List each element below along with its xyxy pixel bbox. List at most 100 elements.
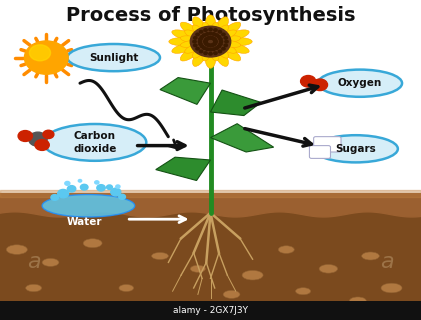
Ellipse shape	[223, 291, 240, 298]
Ellipse shape	[296, 288, 311, 295]
Ellipse shape	[180, 44, 202, 61]
FancyBboxPatch shape	[309, 146, 330, 158]
Circle shape	[210, 44, 214, 46]
Ellipse shape	[172, 42, 199, 53]
Ellipse shape	[192, 25, 206, 39]
Ellipse shape	[26, 284, 42, 292]
Ellipse shape	[224, 37, 252, 46]
Ellipse shape	[180, 40, 201, 47]
Ellipse shape	[220, 36, 241, 43]
Ellipse shape	[185, 43, 203, 53]
Circle shape	[196, 47, 199, 50]
Polygon shape	[210, 124, 274, 152]
Circle shape	[203, 34, 206, 36]
Circle shape	[116, 185, 120, 188]
Ellipse shape	[278, 246, 294, 253]
Ellipse shape	[42, 259, 59, 266]
Ellipse shape	[213, 17, 229, 37]
Ellipse shape	[210, 22, 219, 38]
Circle shape	[200, 50, 203, 53]
Ellipse shape	[205, 15, 216, 37]
FancyBboxPatch shape	[314, 137, 341, 152]
Circle shape	[217, 45, 221, 48]
Text: Carbon
dioxide: Carbon dioxide	[73, 131, 117, 154]
Text: a: a	[27, 252, 40, 272]
Circle shape	[217, 36, 221, 38]
Circle shape	[212, 33, 216, 35]
Ellipse shape	[213, 46, 229, 66]
Circle shape	[97, 185, 105, 191]
Ellipse shape	[210, 45, 219, 61]
Ellipse shape	[169, 37, 197, 46]
Circle shape	[209, 52, 212, 55]
Ellipse shape	[218, 30, 236, 40]
Circle shape	[214, 40, 217, 43]
Circle shape	[209, 44, 212, 47]
Circle shape	[193, 40, 196, 43]
Circle shape	[222, 47, 225, 50]
Circle shape	[35, 140, 49, 150]
Circle shape	[204, 29, 207, 31]
Ellipse shape	[381, 283, 402, 293]
Ellipse shape	[185, 30, 203, 40]
Polygon shape	[156, 157, 210, 180]
Circle shape	[205, 48, 209, 51]
Ellipse shape	[349, 297, 366, 305]
Circle shape	[194, 36, 197, 39]
Circle shape	[224, 44, 227, 47]
Circle shape	[107, 185, 112, 189]
Ellipse shape	[362, 252, 379, 260]
Circle shape	[200, 36, 204, 38]
Ellipse shape	[318, 69, 402, 97]
Circle shape	[29, 45, 51, 61]
Circle shape	[190, 26, 231, 57]
Circle shape	[207, 37, 210, 39]
Ellipse shape	[192, 17, 208, 37]
Circle shape	[65, 181, 70, 185]
Circle shape	[206, 37, 209, 40]
Text: Oxygen: Oxygen	[338, 78, 382, 88]
Circle shape	[119, 194, 125, 199]
Circle shape	[200, 45, 204, 48]
Circle shape	[224, 36, 227, 39]
Ellipse shape	[202, 22, 211, 38]
Circle shape	[51, 195, 59, 200]
Ellipse shape	[314, 135, 398, 162]
Circle shape	[58, 189, 69, 198]
Ellipse shape	[180, 36, 201, 43]
Ellipse shape	[152, 252, 168, 260]
Ellipse shape	[42, 195, 135, 217]
Circle shape	[213, 43, 216, 45]
Circle shape	[213, 38, 216, 41]
Circle shape	[204, 39, 208, 42]
Circle shape	[312, 79, 328, 91]
Polygon shape	[210, 90, 261, 116]
Circle shape	[215, 34, 218, 36]
Circle shape	[18, 131, 32, 141]
Circle shape	[205, 33, 209, 35]
Circle shape	[213, 39, 217, 42]
Ellipse shape	[218, 43, 236, 53]
Bar	[0, 301, 421, 320]
Ellipse shape	[222, 30, 249, 41]
Ellipse shape	[220, 40, 241, 47]
Ellipse shape	[219, 22, 241, 39]
Text: Sugars: Sugars	[336, 144, 376, 154]
Ellipse shape	[190, 265, 205, 272]
Circle shape	[203, 47, 206, 49]
Ellipse shape	[67, 44, 160, 71]
Circle shape	[212, 44, 215, 46]
Text: Water: Water	[67, 217, 102, 228]
Ellipse shape	[202, 45, 211, 61]
Circle shape	[200, 30, 203, 33]
Circle shape	[78, 180, 82, 182]
Ellipse shape	[222, 42, 249, 53]
Ellipse shape	[219, 44, 241, 61]
Circle shape	[225, 40, 228, 43]
Circle shape	[222, 33, 225, 36]
Circle shape	[218, 30, 221, 33]
Ellipse shape	[83, 239, 102, 248]
Ellipse shape	[180, 22, 202, 39]
Circle shape	[199, 43, 202, 45]
Circle shape	[219, 43, 222, 45]
